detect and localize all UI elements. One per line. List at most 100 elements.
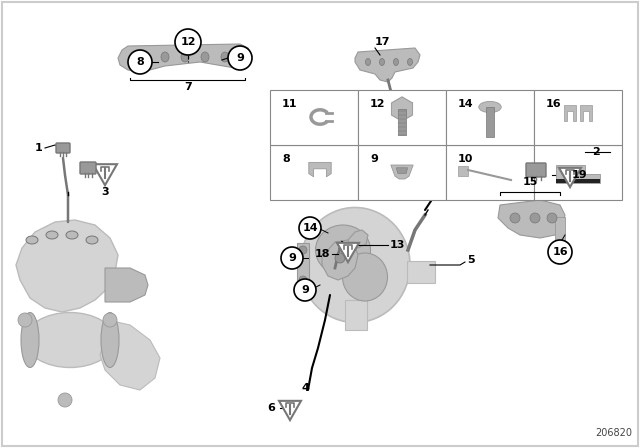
Polygon shape	[279, 401, 301, 420]
Text: 18: 18	[314, 249, 330, 259]
Text: 6: 6	[267, 403, 275, 413]
Text: 3: 3	[101, 187, 109, 197]
Text: 16: 16	[552, 247, 568, 257]
Circle shape	[128, 50, 152, 74]
Text: 13: 13	[390, 240, 405, 250]
Ellipse shape	[86, 236, 98, 244]
Text: 10: 10	[458, 154, 474, 164]
Polygon shape	[309, 162, 332, 177]
Bar	[398, 109, 406, 135]
Bar	[555, 217, 565, 242]
Ellipse shape	[408, 59, 413, 65]
Text: 15: 15	[522, 177, 538, 187]
Polygon shape	[564, 105, 576, 121]
Circle shape	[299, 217, 321, 239]
Circle shape	[175, 29, 201, 55]
Text: 12: 12	[370, 99, 385, 109]
Polygon shape	[396, 168, 408, 173]
FancyBboxPatch shape	[56, 143, 70, 153]
Bar	[446, 90, 534, 145]
Ellipse shape	[21, 313, 39, 367]
Bar	[446, 145, 534, 200]
Text: 17: 17	[375, 37, 390, 47]
Circle shape	[548, 240, 572, 264]
Polygon shape	[93, 164, 117, 185]
Text: 12: 12	[180, 37, 196, 47]
Ellipse shape	[46, 231, 58, 239]
Text: 5: 5	[467, 255, 475, 265]
Polygon shape	[16, 220, 118, 312]
Circle shape	[510, 213, 520, 223]
Polygon shape	[391, 165, 413, 179]
Circle shape	[530, 213, 540, 223]
Polygon shape	[498, 200, 565, 238]
Circle shape	[335, 253, 345, 263]
Bar	[297, 243, 309, 287]
Text: 14: 14	[302, 223, 318, 233]
Ellipse shape	[66, 231, 78, 239]
Polygon shape	[337, 243, 359, 262]
Circle shape	[299, 276, 307, 284]
Ellipse shape	[394, 59, 399, 65]
Text: 1: 1	[35, 143, 42, 153]
Polygon shape	[348, 230, 368, 248]
Text: 8: 8	[282, 154, 290, 164]
FancyBboxPatch shape	[526, 163, 546, 177]
Ellipse shape	[479, 101, 501, 112]
Ellipse shape	[25, 313, 115, 367]
Polygon shape	[559, 168, 581, 187]
Ellipse shape	[101, 313, 119, 367]
Text: 9: 9	[301, 285, 309, 295]
Circle shape	[294, 279, 316, 301]
Ellipse shape	[181, 52, 189, 62]
Text: 2: 2	[592, 147, 600, 157]
Bar	[458, 166, 468, 176]
Circle shape	[58, 393, 72, 407]
FancyBboxPatch shape	[80, 162, 96, 174]
Text: 9: 9	[236, 53, 244, 63]
Circle shape	[18, 313, 32, 327]
Ellipse shape	[342, 253, 387, 301]
Ellipse shape	[26, 236, 38, 244]
Ellipse shape	[316, 225, 371, 275]
Bar	[486, 107, 494, 137]
Bar	[407, 261, 435, 283]
Polygon shape	[322, 240, 358, 280]
Ellipse shape	[365, 59, 371, 65]
Circle shape	[281, 247, 303, 269]
Bar	[270, 90, 358, 145]
Text: 11: 11	[282, 99, 298, 109]
Polygon shape	[105, 268, 148, 302]
Polygon shape	[100, 320, 160, 390]
Text: 8: 8	[136, 57, 144, 67]
Bar	[534, 90, 622, 145]
Ellipse shape	[380, 59, 385, 65]
Text: 7: 7	[184, 82, 192, 92]
Circle shape	[547, 213, 557, 223]
Polygon shape	[355, 48, 420, 82]
Polygon shape	[556, 179, 600, 183]
Bar	[345, 300, 367, 330]
Ellipse shape	[221, 52, 229, 62]
Polygon shape	[580, 105, 592, 121]
Polygon shape	[392, 97, 412, 121]
Ellipse shape	[201, 52, 209, 62]
Polygon shape	[118, 44, 252, 72]
Text: 14: 14	[458, 99, 474, 109]
Text: 4: 4	[301, 383, 309, 393]
Text: 19: 19	[572, 170, 588, 180]
Ellipse shape	[141, 52, 149, 62]
Bar	[534, 145, 622, 200]
Text: 9: 9	[288, 253, 296, 263]
Circle shape	[228, 46, 252, 70]
Bar	[358, 145, 446, 200]
Text: 206820: 206820	[595, 428, 632, 438]
Circle shape	[103, 313, 117, 327]
Bar	[270, 145, 358, 200]
Ellipse shape	[161, 52, 169, 62]
Text: 16: 16	[546, 99, 562, 109]
Polygon shape	[556, 165, 600, 183]
Bar	[358, 90, 446, 145]
Circle shape	[299, 246, 307, 254]
Ellipse shape	[300, 207, 410, 323]
